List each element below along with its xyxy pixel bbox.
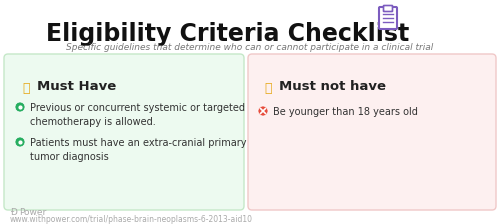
FancyBboxPatch shape [379, 7, 397, 29]
Text: Previous or concurrent systemic or targeted
chemotherapy is allowed.: Previous or concurrent systemic or targe… [30, 103, 245, 127]
Text: Be younger than 18 years old: Be younger than 18 years old [273, 107, 418, 117]
Text: Must not have: Must not have [279, 80, 386, 93]
FancyBboxPatch shape [4, 54, 244, 210]
Text: Must Have: Must Have [37, 80, 116, 93]
Text: Ɖ: Ɖ [10, 208, 17, 217]
Text: 👍: 👍 [22, 82, 30, 95]
Circle shape [15, 102, 25, 112]
Text: Patients must have an extra-cranial primary
tumor diagnosis: Patients must have an extra-cranial prim… [30, 138, 246, 162]
Text: Eligibility Criteria Checklist: Eligibility Criteria Checklist [46, 22, 410, 46]
Circle shape [15, 137, 25, 147]
Text: 👎: 👎 [264, 82, 272, 95]
Circle shape [258, 106, 268, 116]
Text: www.withpower.com/trial/phase-brain-neoplasms-6-2013-aid10: www.withpower.com/trial/phase-brain-neop… [10, 215, 253, 224]
FancyBboxPatch shape [384, 6, 392, 11]
FancyBboxPatch shape [248, 54, 496, 210]
Text: Power: Power [19, 208, 46, 217]
Text: Specific guidelines that determine who can or cannot participate in a clinical t: Specific guidelines that determine who c… [66, 43, 434, 52]
